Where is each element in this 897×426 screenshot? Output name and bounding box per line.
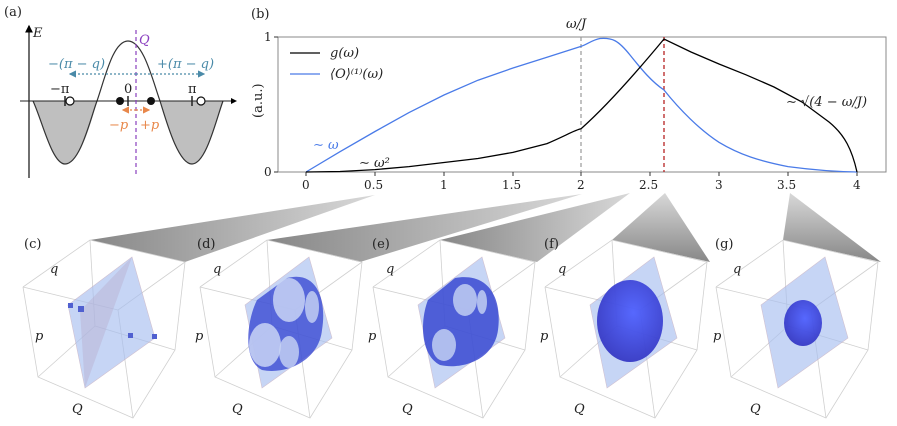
svg-text:0.5: 0.5 <box>364 178 383 192</box>
cube-panel-f: (f) q p Q <box>540 237 708 419</box>
y-tick-label-1: 1 <box>264 30 272 44</box>
zoom-wedges <box>90 193 881 262</box>
cube-label: (e) <box>372 237 390 252</box>
axis-q-label: q <box>386 262 394 277</box>
tick-label-minus-pi: −π <box>50 82 70 97</box>
axis-q-label: q <box>213 262 221 277</box>
annotation-quadratic: ∼ ω² <box>359 156 390 171</box>
corner-blob <box>68 303 73 308</box>
filled-dot-plus-p <box>147 97 155 105</box>
axis-Q-label: Q <box>574 402 585 417</box>
svg-text:0: 0 <box>302 178 310 192</box>
octahedron-face <box>80 257 132 388</box>
corner-blob <box>128 333 133 338</box>
panel-b-label: (b) <box>251 7 269 22</box>
hole <box>305 291 319 323</box>
panel-a-label: (a) <box>4 5 22 20</box>
axis-q-label: q <box>50 262 58 277</box>
dispersion-curve <box>32 40 224 165</box>
hole <box>453 284 477 316</box>
legend-label-g: g(ω) <box>330 46 359 61</box>
axis-Q-label: Q <box>402 402 413 417</box>
hole <box>477 290 487 314</box>
energy-axis-label: E <box>32 26 43 41</box>
svg-text:3.5: 3.5 <box>777 178 796 192</box>
x-axis-ticks: 0 0.5 1 1.5 2 2.5 3 3.5 4 <box>302 172 861 192</box>
cube-panel-g: (g) q p Q <box>713 237 879 419</box>
axis-Q-label: Q <box>232 402 243 417</box>
svg-text:1: 1 <box>440 178 448 192</box>
axis-p-label: p <box>195 329 204 344</box>
y-axis-label: (a.u.) <box>251 83 266 118</box>
fermi-sphere <box>784 300 822 346</box>
series-O1-curve <box>305 37 858 173</box>
plot-frame <box>277 36 887 173</box>
wedge-e <box>440 193 630 262</box>
cube-panel-c: (c) q p Q <box>22 237 186 419</box>
axis-p-label: p <box>368 329 377 344</box>
legend-label-O1: ⟨O⟩⁽¹⁾(ω) <box>330 67 383 82</box>
y-tick-label-0: 0 <box>264 165 272 179</box>
wedge-d <box>267 194 582 262</box>
hole <box>279 336 299 368</box>
hole <box>432 329 456 361</box>
corner-blob <box>152 334 157 339</box>
svg-text:1.5: 1.5 <box>502 178 521 192</box>
hole <box>249 323 281 367</box>
minus-p-label: −p <box>109 118 129 133</box>
legend: g(ω) ⟨O⟩⁽¹⁾(ω) <box>290 46 383 82</box>
annotation-sqrt: ∼ √(4 − ω/J) <box>786 95 867 110</box>
axis-p-label: p <box>540 329 549 344</box>
filled-band-right <box>160 101 223 164</box>
panel-b-spectral-plot: (b) 1 0 (a.u.) 0 0.5 1 1.5 2 2.5 3 3.5 4… <box>251 7 887 192</box>
fermi-sphere <box>597 280 663 362</box>
axis-p-label: p <box>713 329 722 344</box>
series-g-curve <box>305 38 858 173</box>
hole <box>273 278 305 322</box>
q-center-label: Q <box>139 33 150 48</box>
cube-panel-d: (d) q p Q <box>195 237 363 419</box>
open-circle-right <box>196 96 206 106</box>
tick-label-zero: 0 <box>124 82 132 97</box>
cube-label: (d) <box>197 237 215 252</box>
axis-Q-label: Q <box>72 402 83 417</box>
plus-p-label: +p <box>140 118 160 133</box>
tick-label-pi: π <box>188 82 197 97</box>
wedge-g <box>783 193 881 262</box>
minus-pi-q-label: −(π − q) <box>48 57 105 72</box>
cube-panel-e: (e) q p Q <box>368 237 536 419</box>
filled-dot-minus-p <box>116 97 124 105</box>
svg-text:4: 4 <box>853 178 861 192</box>
plus-pi-q-label: +(π − q) <box>157 57 214 72</box>
svg-text:2.5: 2.5 <box>639 178 658 192</box>
cube-label: (f) <box>544 237 559 252</box>
axis-q-label: q <box>558 262 566 277</box>
svg-text:3: 3 <box>715 178 723 192</box>
annotation-linear: ∼ ω <box>313 138 339 153</box>
octahedron <box>67 256 156 389</box>
open-circle-left <box>65 96 75 106</box>
cube-label: (c) <box>24 237 41 252</box>
svg-text:2: 2 <box>577 178 585 192</box>
omega-over-j-label: ω/J <box>566 17 587 32</box>
corner-blob <box>78 306 84 312</box>
axis-p-label: p <box>35 329 44 344</box>
panel-a-dispersion: (a) E Q −(π − q) +(π − q) −π 0 π −p +p <box>4 5 237 178</box>
wedge-f <box>612 193 710 262</box>
cube-label: (g) <box>715 237 733 252</box>
axis-q-label: q <box>733 262 741 277</box>
axis-Q-label: Q <box>750 402 761 417</box>
filled-band-left <box>33 101 97 164</box>
wedge-c <box>90 195 375 262</box>
